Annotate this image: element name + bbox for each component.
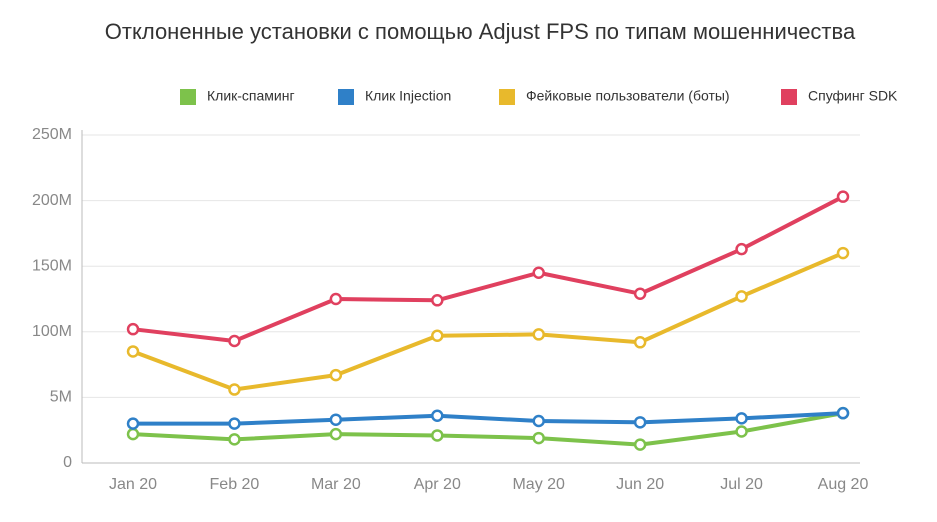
- point: [126, 322, 140, 336]
- y-tick-label: 0: [63, 454, 72, 471]
- point: [633, 287, 647, 301]
- point: [329, 413, 343, 426]
- point: [431, 294, 444, 307]
- legend-swatch: [180, 89, 196, 105]
- series-line: [132, 251, 844, 392]
- point: [126, 345, 140, 358]
- y-tick-label: 250M: [32, 126, 72, 143]
- point: [532, 328, 545, 341]
- x-tick-label: Jul 20: [720, 476, 763, 493]
- x-tick-label: Apr 20: [414, 476, 461, 493]
- point: [431, 409, 444, 423]
- legend-label: Клик-спаминг: [207, 88, 295, 104]
- x-tick-label: Feb 20: [210, 476, 260, 493]
- series-line: [132, 194, 844, 343]
- x-tick-label: Aug 20: [818, 476, 869, 493]
- point: [431, 429, 444, 442]
- x-tick-label: Mar 20: [311, 476, 361, 493]
- point: [735, 425, 748, 438]
- legend-label: Клик Injection: [365, 88, 451, 104]
- chart-title: Отклоненные установки с помощью Adjust F…: [105, 19, 856, 44]
- y-tick-label: 100M: [32, 323, 72, 340]
- series-line: [133, 411, 844, 426]
- point: [532, 431, 545, 445]
- y-tick-label: 150M: [32, 257, 72, 274]
- point: [633, 416, 647, 429]
- x-tick-label: Jun 20: [616, 476, 664, 493]
- point: [735, 242, 748, 256]
- point: [329, 427, 343, 441]
- y-tick-label: 5M: [50, 389, 72, 406]
- point: [836, 190, 850, 203]
- point: [228, 383, 241, 396]
- series-line: [132, 411, 844, 447]
- legend-label: Спуфинг SDK: [808, 88, 898, 104]
- x-tick-label: Jan 20: [109, 476, 157, 493]
- point: [126, 427, 140, 441]
- point: [735, 290, 748, 303]
- y-tick-label: 200M: [32, 192, 72, 209]
- point: [532, 266, 545, 280]
- point: [228, 433, 241, 446]
- legend-label: Фейковые пользователи (боты): [526, 88, 730, 104]
- point: [633, 438, 647, 451]
- legend-swatch: [499, 89, 515, 105]
- legend-swatch: [781, 89, 797, 105]
- legend-swatch: [338, 89, 354, 105]
- point: [228, 334, 241, 348]
- point: [329, 368, 343, 382]
- point: [836, 246, 850, 260]
- x-tick-label: May 20: [512, 476, 565, 493]
- point: [633, 336, 647, 349]
- point: [836, 406, 850, 420]
- point: [126, 417, 140, 430]
- point: [329, 292, 343, 306]
- point: [431, 329, 444, 342]
- point: [228, 417, 241, 430]
- point: [735, 412, 748, 425]
- point: [532, 414, 545, 428]
